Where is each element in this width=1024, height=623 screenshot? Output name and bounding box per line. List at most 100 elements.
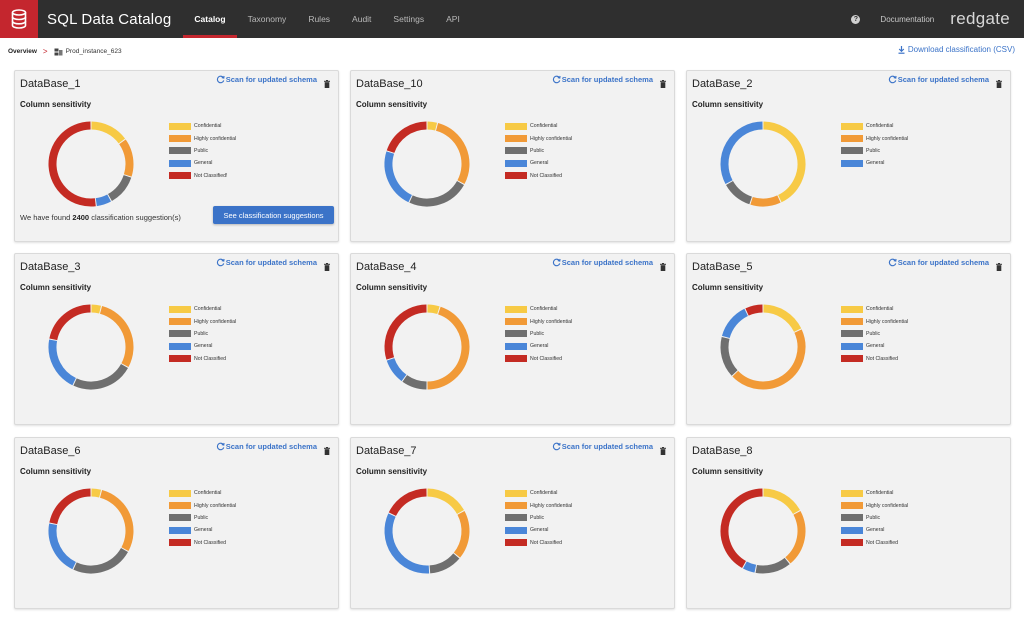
donut-segment-general[interactable] — [720, 121, 763, 184]
legend-item-public[interactable]: Public — [505, 512, 572, 524]
legend-item-public[interactable]: Public — [169, 145, 236, 157]
download-classification-link[interactable]: Download classification (CSV) — [898, 45, 1015, 54]
scan-schema-button[interactable]: Scan for updated schema — [552, 442, 653, 451]
scan-schema-button[interactable]: Scan for updated schema — [888, 258, 989, 267]
legend-item-highly-confidential[interactable]: Highly confidential — [169, 315, 236, 327]
donut-segment-not-classified[interactable] — [745, 304, 763, 316]
help-icon[interactable]: ? — [851, 14, 861, 24]
nav-catalog[interactable]: Catalog — [183, 0, 237, 38]
donut-segment-highly-confidential[interactable] — [427, 306, 470, 390]
legend-item-confidential[interactable]: Confidential — [169, 487, 236, 499]
legend-item-general[interactable]: General — [169, 524, 236, 536]
donut-segment-highly-confidential[interactable] — [732, 329, 806, 390]
legend-item-general[interactable]: General — [169, 340, 236, 352]
donut-segment-public[interactable] — [429, 553, 460, 574]
scan-schema-button[interactable]: Scan for updated schema — [552, 75, 653, 84]
legend-item-confidential[interactable]: Confidential — [169, 120, 236, 132]
legend-item-highly-confidential[interactable]: Highly confidential — [505, 315, 572, 327]
app-title[interactable]: SQL Data Catalog — [47, 10, 172, 28]
delete-database-button[interactable] — [660, 442, 666, 460]
legend-item-public[interactable]: Public — [841, 145, 908, 157]
donut-segment-highly-confidential[interactable] — [99, 305, 134, 367]
legend-item-not-classified[interactable]: Not Classified — [169, 353, 236, 365]
database-card[interactable]: DataBase_7 Column sensitivity Scan for upd… — [350, 437, 675, 609]
database-card[interactable]: DataBase_3 Column sensitivity Scan for upd… — [14, 253, 339, 425]
breadcrumb-overview[interactable]: Overview — [8, 48, 37, 55]
donut-segment-confidential[interactable] — [91, 488, 102, 498]
database-name[interactable]: DataBase_1 — [20, 78, 81, 90]
donut-segment-highly-confidential[interactable] — [99, 489, 134, 551]
breadcrumb-current[interactable]: Prod_instance_623 — [65, 48, 122, 55]
database-card[interactable]: DataBase_8 Column sensitivity Confidential… — [686, 437, 1011, 609]
database-card[interactable]: DataBase_2 Column sensitivity Scan for upd… — [686, 70, 1011, 242]
donut-segment-confidential[interactable] — [763, 488, 800, 515]
donut-segment-not-classified[interactable] — [49, 488, 91, 525]
donut-segment-public[interactable] — [73, 547, 128, 574]
donut-segment-not-classified[interactable] — [720, 488, 763, 568]
delete-database-button[interactable] — [324, 258, 330, 276]
delete-database-button[interactable] — [996, 258, 1002, 276]
database-name[interactable]: DataBase_2 — [692, 78, 753, 90]
donut-segment-public[interactable] — [402, 375, 427, 390]
legend-item-highly-confidential[interactable]: Highly confidential — [505, 499, 572, 511]
legend-item-general[interactable]: General — [841, 340, 908, 352]
donut-segment-public[interactable] — [720, 336, 738, 376]
legend-item-highly-confidential[interactable]: Highly confidential — [505, 132, 572, 144]
legend-item-public[interactable]: Public — [505, 145, 572, 157]
app-logo[interactable] — [0, 0, 38, 38]
donut-segment-general[interactable] — [386, 357, 407, 382]
nav-settings[interactable]: Settings — [393, 14, 425, 24]
database-name[interactable]: DataBase_4 — [356, 261, 417, 273]
donut-segment-general[interactable] — [384, 513, 430, 574]
database-card[interactable]: DataBase_6 Column sensitivity Scan for upd… — [14, 437, 339, 609]
donut-segment-public[interactable] — [73, 363, 128, 390]
scan-schema-button[interactable]: Scan for updated schema — [216, 442, 317, 451]
donut-segment-confidential[interactable] — [427, 488, 464, 515]
database-name[interactable]: DataBase_7 — [356, 445, 417, 457]
legend-item-highly-confidential[interactable]: Highly confidential — [169, 499, 236, 511]
donut-segment-not-classified[interactable] — [49, 304, 91, 341]
legend-item-not-classified[interactable]: Not Classified! — [169, 170, 236, 182]
donut-segment-public[interactable] — [726, 180, 753, 205]
legend-item-confidential[interactable]: Confidential — [841, 487, 908, 499]
delete-database-button[interactable] — [660, 75, 666, 93]
documentation-link[interactable]: Documentation — [880, 14, 935, 24]
donut-segment-confidential[interactable] — [427, 121, 438, 131]
donut-segment-general[interactable] — [742, 561, 757, 573]
legend-item-highly-confidential[interactable]: Highly confidential — [169, 132, 236, 144]
database-card[interactable]: DataBase_10 Column sensitivity Scan for up… — [350, 70, 675, 242]
legend-item-public[interactable]: Public — [505, 328, 572, 340]
legend-item-highly-confidential[interactable]: Highly confidential — [841, 132, 908, 144]
donut-segment-confidential[interactable] — [91, 121, 126, 144]
scan-schema-button[interactable]: Scan for updated schema — [216, 258, 317, 267]
donut-segment-confidential[interactable] — [763, 121, 806, 203]
nav-audit[interactable]: Audit — [352, 14, 372, 24]
nav-api[interactable]: API — [446, 14, 460, 24]
scan-schema-button[interactable]: Scan for updated schema — [552, 258, 653, 267]
donut-segment-general[interactable] — [721, 308, 749, 339]
donut-segment-not-classified[interactable] — [48, 121, 96, 207]
legend-item-general[interactable]: General — [841, 157, 908, 169]
legend-item-not-classified[interactable]: Not Classified — [505, 353, 572, 365]
donut-segment-public[interactable] — [755, 557, 790, 574]
legend-item-highly-confidential[interactable]: Highly confidential — [841, 315, 908, 327]
delete-database-button[interactable] — [996, 75, 1002, 93]
legend-item-general[interactable]: General — [169, 157, 236, 169]
donut-segment-highly-confidential[interactable] — [785, 510, 806, 564]
nav-taxonomy[interactable]: Taxonomy — [247, 14, 287, 24]
database-name[interactable]: DataBase_5 — [692, 261, 753, 273]
scan-schema-button[interactable]: Scan for updated schema — [888, 75, 989, 84]
legend-item-highly-confidential[interactable]: Highly confidential — [841, 499, 908, 511]
donut-segment-general[interactable] — [384, 151, 413, 203]
legend-item-general[interactable]: General — [505, 524, 572, 536]
legend-item-general[interactable]: General — [505, 157, 572, 169]
legend-item-general[interactable]: General — [841, 524, 908, 536]
donut-segment-not-classified[interactable] — [388, 488, 427, 517]
database-card[interactable]: DataBase_4 Column sensitivity Scan for upd… — [350, 253, 675, 425]
database-card[interactable]: DataBase_5 Column sensitivity Scan for upd… — [686, 253, 1011, 425]
donut-segment-general[interactable] — [95, 194, 112, 207]
donut-segment-general[interactable] — [48, 339, 77, 386]
legend-item-public[interactable]: Public — [169, 328, 236, 340]
legend-item-not-classified[interactable]: Not Classified — [169, 537, 236, 549]
donut-segment-public[interactable] — [409, 180, 464, 207]
